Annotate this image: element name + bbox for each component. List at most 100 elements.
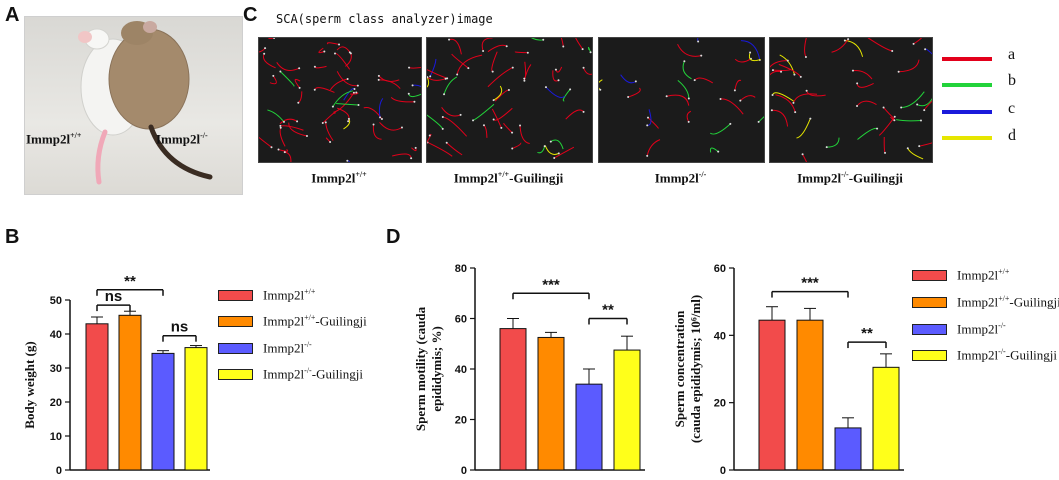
sperm-track (408, 93, 421, 98)
sperm-track (429, 58, 437, 77)
sperm-head (893, 115, 896, 118)
sperm-head (665, 95, 668, 98)
sperm-head (349, 52, 352, 55)
bar (151, 352, 175, 471)
sca-caption-4: Immp2l-/--Guilingji (797, 170, 903, 186)
sperm-head (279, 124, 282, 127)
sperm-head (749, 51, 752, 54)
sperm-head (770, 109, 773, 112)
sperm-track (772, 68, 792, 71)
sperm-track (530, 38, 544, 41)
sperm-track (883, 136, 886, 154)
sperm-track (924, 48, 932, 55)
sperm-track (677, 43, 702, 57)
sperm-head (507, 89, 510, 92)
sperm-head (298, 67, 301, 70)
sperm-head (739, 99, 742, 102)
sperm-head (717, 150, 720, 153)
sperm-head (697, 40, 700, 43)
sperm-head (467, 67, 470, 70)
legend-b-label-3: Immp2l-/- (263, 339, 312, 356)
sperm-track (599, 79, 603, 91)
sperm-head (347, 117, 350, 120)
sperm-head (356, 84, 359, 87)
legend-d-label-4: Immp2l-/--Guilingji (957, 346, 1058, 363)
sperm-head (408, 66, 411, 69)
sperm-head (353, 87, 356, 90)
sca-caption-3: Immp2l-/- (654, 170, 707, 186)
sperm-head (771, 94, 774, 97)
sperm-head (757, 120, 760, 123)
sperm-head (511, 147, 514, 150)
sperm-track (487, 44, 507, 53)
sperm-head (283, 151, 286, 154)
sperm-head (523, 79, 526, 82)
sperm-head (553, 157, 556, 160)
mouse-photo (24, 16, 243, 195)
y-axis-label-line1: Sperm motility (cauda (413, 306, 428, 431)
sperm-head (492, 118, 495, 121)
sperm-head (599, 88, 602, 91)
sperm-motility-chart: 0 20 40 60 80 Sperm motility (cauda epididymis… (413, 263, 645, 477)
sperm-track (898, 59, 920, 73)
legend-b-label-2: Immp2l+/+-Guilingji (263, 312, 367, 329)
sperm-head (338, 43, 341, 46)
sperm-head (569, 88, 572, 91)
sperm-track (262, 53, 276, 69)
sperm-head (263, 52, 266, 55)
sperm-track (326, 42, 340, 45)
sperm-head (581, 48, 584, 51)
sperm-head (324, 121, 327, 124)
sperm-track (294, 78, 301, 89)
sperm-track (318, 47, 325, 54)
sperm-head (825, 146, 828, 149)
sperm-track (620, 74, 637, 84)
y-tick-label: 60 (714, 263, 726, 275)
legend-b-item-1: Immp2l+/+ (218, 286, 315, 304)
bar (499, 328, 527, 471)
significance-label: ** (124, 273, 136, 290)
legend-b-item-3: Immp2l-/- (218, 339, 312, 357)
sperm-track (772, 92, 795, 102)
sperm-track (334, 52, 351, 70)
sperm-track (560, 38, 564, 47)
sperm-track (562, 89, 571, 102)
y-tick-label: 80 (455, 263, 467, 275)
legend-b-label-1: Immp2l+/+ (263, 286, 316, 303)
sperm-head (313, 65, 316, 68)
sperm-head (428, 134, 431, 137)
sperm-track (325, 137, 331, 143)
track-key-label-c: c (1008, 100, 1016, 117)
sperm-head (805, 89, 808, 92)
sperm-track (666, 94, 690, 106)
sperm-track (523, 61, 527, 80)
sperm-head (279, 126, 282, 129)
sperm-track (379, 121, 403, 131)
sperm-track (537, 146, 546, 154)
sperm-track (890, 116, 895, 122)
sperm-head (557, 152, 560, 155)
sperm-head (562, 45, 565, 48)
bar (575, 383, 603, 471)
bar (613, 349, 641, 471)
sperm-head (897, 70, 900, 73)
sperm-track (280, 71, 295, 87)
sperm-head (646, 124, 649, 127)
y-tick-label: 40 (50, 329, 62, 341)
sperm-track (778, 63, 802, 78)
sperm-head (542, 38, 545, 41)
legend-swatch (912, 323, 947, 335)
sperm-head (804, 55, 807, 58)
sperm-track (583, 67, 592, 75)
sperm-head (801, 153, 804, 156)
sperm-head (273, 38, 276, 40)
sperm-track (481, 38, 493, 52)
sperm-track (831, 38, 849, 53)
track-key-line-a (942, 57, 992, 61)
sperm-track (741, 40, 761, 61)
sperm-head (264, 47, 267, 50)
sperm-track (279, 127, 286, 147)
sperm-head (379, 116, 382, 119)
y-tick-label: 30 (50, 363, 62, 375)
